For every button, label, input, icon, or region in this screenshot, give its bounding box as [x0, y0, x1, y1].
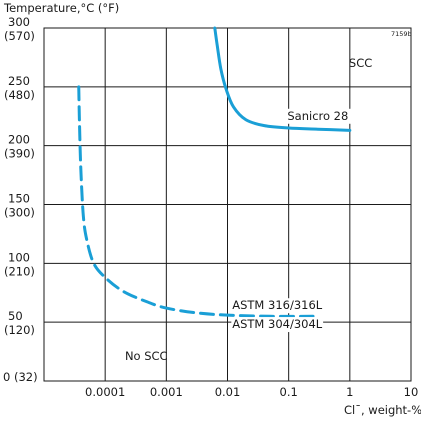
tick-labels: 0.0001 0.001 0.01 0.1 1 10 0 (32) 50(120) 100(21…	[3, 15, 418, 399]
x-tick-label: 0.001	[150, 385, 183, 399]
series-label: ASTM 316/316L	[232, 298, 323, 312]
y-axis-label: Temperature,°C (°F)	[3, 1, 119, 15]
series-label: ASTM 304/304L	[232, 317, 323, 331]
y-tick-label: 250	[8, 74, 30, 88]
y-tick-label: 150	[8, 192, 30, 206]
y-tick-label-f: (570)	[4, 29, 35, 43]
series-line-2	[77, 85, 315, 318]
x-tick-label: 0.01	[215, 385, 241, 399]
series-label-bg	[231, 298, 324, 314]
series-line-1	[213, 26, 352, 132]
y-tick-label: 100	[8, 250, 30, 264]
grid	[44, 28, 411, 381]
x-tick-label: 10	[404, 385, 419, 399]
curves	[77, 26, 352, 318]
y-tick-label: 50	[8, 309, 23, 323]
x-tick-label: 0.1	[280, 385, 298, 399]
figure-code: 7159b	[391, 30, 412, 38]
series-label-bg	[231, 317, 324, 333]
plot-frame	[43, 27, 412, 382]
annotations: Sanicro 28 ASTM 316/316L ASTM 304/304L SCC N…	[125, 56, 372, 363]
y-tick-label-f: (480)	[4, 88, 35, 102]
x-tick-label: 1	[346, 385, 353, 399]
y-tick-label: 200	[8, 133, 30, 147]
x-axis-label: Cl¯, weight-%	[344, 403, 421, 417]
y-tick-label-f: (300)	[4, 206, 35, 220]
x-tick-label: 0.0001	[85, 385, 125, 399]
y-tick-label: 0 (32)	[3, 370, 38, 384]
series-label-bg	[281, 108, 354, 124]
y-tick-label-f: (390)	[4, 147, 35, 161]
region-label: No SCC	[125, 349, 168, 363]
y-tick-label: 300	[8, 15, 30, 29]
y-tick-label-f: (120)	[4, 323, 35, 337]
region-label: SCC	[349, 56, 372, 70]
y-tick-label-f: (210)	[4, 264, 35, 278]
series-label: Sanicro 28	[287, 109, 348, 123]
